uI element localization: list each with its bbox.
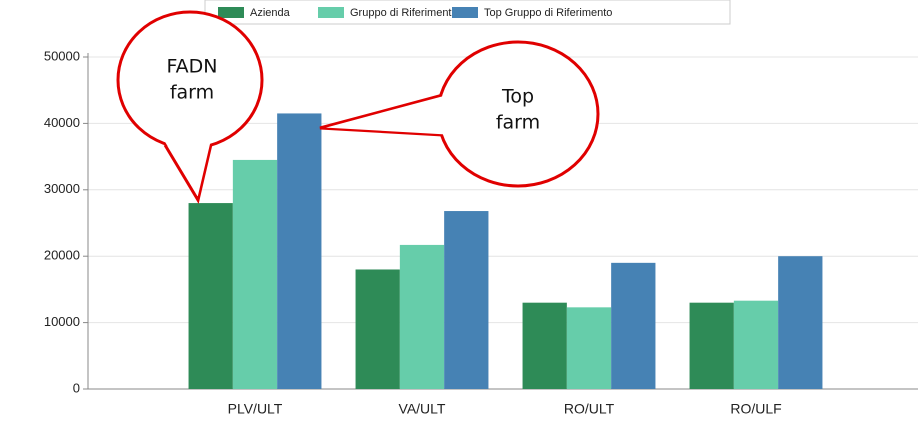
callout-cover <box>164 136 212 197</box>
legend-swatch <box>318 7 344 18</box>
callout-text: FADN <box>166 56 217 78</box>
bar <box>355 269 400 389</box>
bar <box>444 211 489 389</box>
legend-label: Top Gruppo di Riferimento <box>484 7 612 19</box>
y-tick-label: 10000 <box>44 314 80 329</box>
y-tick-label: 40000 <box>44 115 80 130</box>
x-tick-label: VA/ULT <box>399 401 446 417</box>
x-tick-label: RO/ULF <box>730 401 781 417</box>
bar <box>778 256 823 389</box>
legend-swatch <box>452 7 478 18</box>
callout-cover <box>325 94 449 135</box>
x-tick-label: PLV/ULT <box>228 401 283 417</box>
y-tick-label: 20000 <box>44 248 80 263</box>
bar <box>522 302 567 389</box>
callout-text: farm <box>170 82 214 104</box>
legend-label: Azienda <box>250 7 291 19</box>
bar <box>232 159 278 389</box>
callout-text: Top <box>501 86 534 108</box>
bar <box>733 300 779 389</box>
legend-label: Gruppo di Riferimento <box>350 7 458 19</box>
bar <box>277 113 322 389</box>
legend-swatch <box>218 7 244 18</box>
x-tick-label: RO/ULT <box>564 401 615 417</box>
bar <box>566 307 612 389</box>
bar <box>188 203 233 389</box>
callout-bubble <box>116 10 264 150</box>
callout-text: farm <box>496 112 540 134</box>
y-tick-label: 50000 <box>44 48 80 63</box>
bar <box>689 302 734 389</box>
bar <box>399 244 445 389</box>
y-tick-label: 30000 <box>44 181 80 196</box>
bar <box>611 262 656 389</box>
y-tick-label: 0 <box>73 380 80 395</box>
